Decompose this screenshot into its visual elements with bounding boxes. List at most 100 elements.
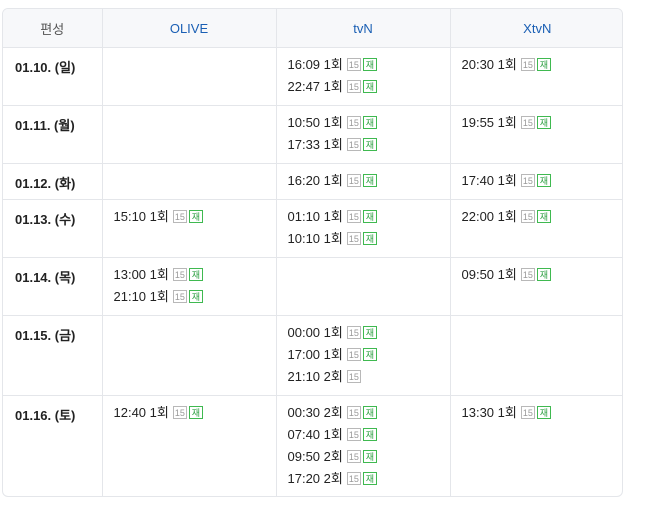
age-rating-badge: 15 xyxy=(346,116,361,129)
air-time: 13:00 xyxy=(113,267,147,282)
air-time: 22:47 xyxy=(287,79,321,94)
schedule-table-container: 편성 OLIVE tvN XtvN 01.10. (일) 16:09 1회 15 재 2… xyxy=(2,8,623,497)
airing-slot[interactable]: 12:40 1회 15 재 xyxy=(114,405,276,427)
age-rating-badge: 15 xyxy=(346,472,361,485)
rerun-badge: 재 xyxy=(188,406,203,419)
episode-number: 1회 xyxy=(323,57,343,72)
date-cell: 01.15. (금) xyxy=(3,315,103,396)
rerun-badge: 재 xyxy=(362,58,377,71)
episode-number: 1회 xyxy=(323,137,343,152)
age-rating-badge: 15 xyxy=(346,406,361,419)
schedule-cell xyxy=(102,105,277,164)
airing-slot[interactable]: 21:10 1회 15 재 xyxy=(114,289,276,311)
airing-slot[interactable]: 20:30 1회 15 재 xyxy=(461,57,623,79)
airing-slot[interactable]: 07:40 1회 15 재 xyxy=(288,427,450,449)
schedule-cell: 16:20 1회 15 재 xyxy=(276,163,451,200)
air-time: 00:30 xyxy=(287,405,321,420)
air-time: 16:20 xyxy=(287,173,321,188)
age-rating-badge: 15 xyxy=(346,348,361,361)
rerun-badge: 재 xyxy=(188,268,203,281)
schedule-cell xyxy=(450,315,622,396)
age-rating-badge: 15 xyxy=(520,406,535,419)
rerun-badge: 재 xyxy=(362,406,377,419)
air-time: 17:20 xyxy=(287,471,321,486)
header-schedule-label: 편성 xyxy=(3,9,103,48)
episode-number: 1회 xyxy=(497,267,517,282)
episode-number: 2회 xyxy=(323,471,343,486)
episode-number: 1회 xyxy=(323,209,343,224)
episode-number: 1회 xyxy=(323,79,343,94)
table-row: 01.15. (금) 00:00 1회 15 재 17:00 1회 15 재 21:10 2회… xyxy=(3,315,622,396)
age-rating-badge: 15 xyxy=(346,450,361,463)
age-rating-badge: 15 xyxy=(346,80,361,93)
rerun-badge: 재 xyxy=(362,138,377,151)
age-rating-badge: 15 xyxy=(520,174,535,187)
airing-slot[interactable]: 16:20 1회 15 재 xyxy=(288,173,450,195)
age-rating-badge: 15 xyxy=(520,116,535,129)
schedule-cell: 22:00 1회 15 재 xyxy=(450,199,623,258)
rerun-badge: 재 xyxy=(362,80,377,93)
airing-slot[interactable]: 17:20 2회 15 재 xyxy=(288,471,450,493)
age-rating-badge: 15 xyxy=(346,232,361,245)
airing-slot[interactable]: 15:10 1회 15 재 xyxy=(114,209,276,231)
schedule-cell: 00:30 2회 15 재 07:40 1회 15 재 09:50 2회 15 재 17:20 2… xyxy=(276,395,451,496)
rerun-badge: 재 xyxy=(362,174,377,187)
episode-number: 1회 xyxy=(323,115,343,130)
header-channel-xtvn[interactable]: XtvN xyxy=(450,9,622,48)
airing-slot[interactable]: 17:40 1회 15 재 xyxy=(461,173,623,195)
episode-number: 1회 xyxy=(497,173,517,188)
date-cell: 01.12. (화) xyxy=(3,163,103,200)
airing-slot[interactable]: 13:30 1회 15 재 xyxy=(462,405,623,427)
airing-slot[interactable]: 09:50 2회 15 재 xyxy=(288,449,450,471)
date-cell: 01.14. (목) xyxy=(3,257,103,316)
airing-slot[interactable]: 10:50 1회 15 재 xyxy=(288,115,450,137)
header-row: 편성 OLIVE tvN XtvN xyxy=(3,9,622,48)
age-rating-badge: 15 xyxy=(520,210,535,223)
air-time: 10:50 xyxy=(287,115,321,130)
air-time: 17:40 xyxy=(461,173,495,188)
airing-slot[interactable]: 10:10 1회 15 재 xyxy=(288,231,450,253)
airing-slot[interactable]: 09:50 1회 15 재 xyxy=(462,267,623,289)
age-rating-badge: 15 xyxy=(346,58,361,71)
episode-number: 1회 xyxy=(497,57,517,72)
rerun-badge: 재 xyxy=(362,348,377,361)
episode-number: 1회 xyxy=(323,347,343,362)
age-rating-badge: 15 xyxy=(346,174,361,187)
airing-slot[interactable]: 01:10 1회 15 재 xyxy=(288,209,450,231)
age-rating-badge: 15 xyxy=(172,268,187,281)
table-row: 01.11. (월) 10:50 1회 15 재 17:33 1회 15 재 19:55 1회… xyxy=(3,105,623,164)
table-row: 01.12. (화) 16:20 1회 15 재 17:40 1회 15 재 xyxy=(3,163,623,200)
air-time: 17:00 xyxy=(287,347,321,362)
airing-slot[interactable]: 17:00 1회 15 재 xyxy=(288,347,450,369)
age-rating-badge: 15 xyxy=(172,406,187,419)
schedule-cell: 00:00 1회 15 재 17:00 1회 15 재 21:10 2회 15 xyxy=(276,315,451,396)
air-time: 22:00 xyxy=(461,209,495,224)
rerun-badge: 재 xyxy=(188,210,203,223)
age-rating-badge: 15 xyxy=(346,210,361,223)
episode-number: 1회 xyxy=(149,209,169,224)
schedule-cell: 17:40 1회 15 재 xyxy=(450,163,623,200)
age-rating-badge: 15 xyxy=(520,58,535,71)
airing-slot[interactable]: 22:00 1회 15 재 xyxy=(461,209,623,231)
airing-slot[interactable]: 13:00 1회 15 재 xyxy=(114,267,276,289)
airing-slot[interactable]: 16:09 1회 15 재 xyxy=(288,57,450,79)
airing-slot[interactable]: 17:33 1회 15 재 xyxy=(288,137,450,159)
air-time: 15:10 xyxy=(113,209,147,224)
airing-slot[interactable]: 00:00 1회 15 재 xyxy=(288,325,450,347)
episode-number: 1회 xyxy=(497,115,517,130)
airing-slot[interactable]: 00:30 2회 15 재 xyxy=(288,405,450,427)
air-time: 20:30 xyxy=(461,57,495,72)
episode-number: 1회 xyxy=(149,405,169,420)
rerun-badge: 재 xyxy=(536,268,551,281)
schedule-cell: 13:30 1회 15 재 xyxy=(450,396,623,497)
table-row: 01.14. (목) 13:00 1회 15 재 21:10 1회 15 재 09:50 1회… xyxy=(3,257,623,316)
header-channel-olive[interactable]: OLIVE xyxy=(102,9,277,48)
episode-number: 1회 xyxy=(323,173,343,188)
header-channel-tvn[interactable]: tvN xyxy=(276,9,451,48)
episode-number: 1회 xyxy=(149,289,169,304)
airing-slot[interactable]: 21:10 2회 15 xyxy=(288,369,450,391)
airing-slot[interactable]: 22:47 1회 15 재 xyxy=(288,79,450,101)
airing-slot[interactable]: 19:55 1회 15 재 xyxy=(462,115,623,137)
episode-number: 2회 xyxy=(323,369,343,384)
age-rating-badge: 15 xyxy=(346,370,361,383)
